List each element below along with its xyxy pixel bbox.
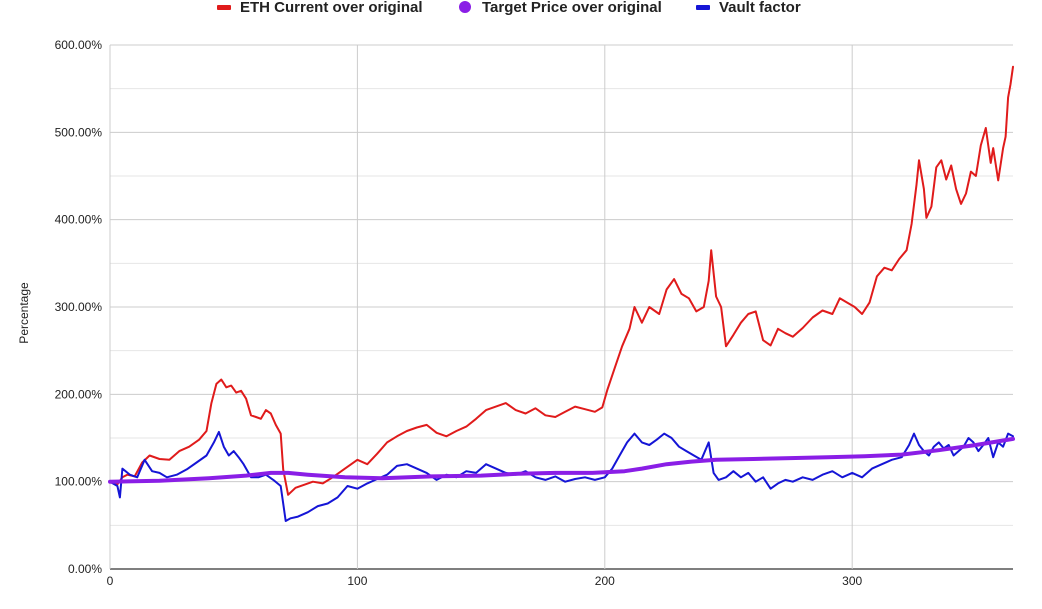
x-tick-label: 200	[595, 574, 615, 588]
y-tick-label: 400.00%	[55, 213, 103, 227]
y-tick-label: 600.00%	[55, 38, 103, 52]
series-line-vault-factor	[109, 430, 1014, 522]
legend-label-eth-current-over-original: ETH Current over original	[240, 0, 423, 16]
legend-label-vault-factor: Vault factor	[719, 0, 801, 16]
y-tick-label: 100.00%	[55, 475, 103, 489]
series-lines	[108, 65, 1015, 522]
x-tick-label: 100	[347, 574, 367, 588]
y-axis-title: Percentage	[17, 282, 31, 344]
legend: ETH Current over original Target Price ov…	[217, 0, 801, 16]
gridlines	[109, 44, 1013, 570]
y-tick-label: 0.00%	[68, 562, 102, 576]
series-line-target-price-over-original	[108, 436, 1015, 484]
y-axis-ticks: 0.00% 100.00% 200.00% 300.00% 400.00% 500.00%…	[55, 38, 103, 576]
series-line-eth-current-over-original	[109, 65, 1014, 496]
legend-marker-eth-current-over-original	[217, 5, 231, 10]
legend-marker-target-price-over-original	[459, 1, 471, 13]
legend-marker-vault-factor	[696, 5, 710, 10]
x-axis-ticks: 0 100 200 300	[107, 574, 863, 588]
y-tick-label: 200.00%	[55, 387, 103, 401]
x-tick-label: 0	[107, 574, 114, 588]
x-tick-label: 300	[842, 574, 862, 588]
y-tick-label: 500.00%	[55, 125, 103, 139]
legend-label-target-price-over-original: Target Price over original	[482, 0, 662, 16]
y-tick-label: 300.00%	[55, 300, 103, 314]
